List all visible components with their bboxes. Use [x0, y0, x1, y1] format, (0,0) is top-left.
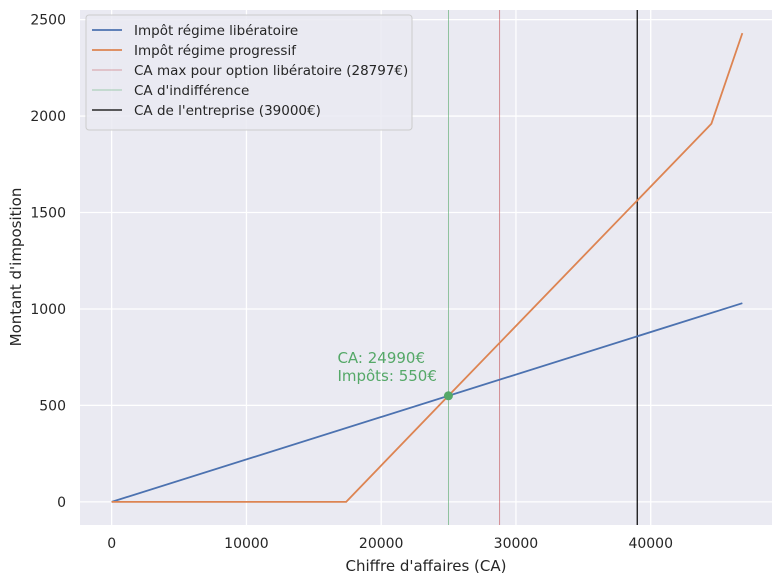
legend-box: [85, 14, 413, 131]
legend-label: Impôt régime progressif: [134, 43, 297, 59]
legend-label: CA de l'entreprise (39000€): [134, 103, 321, 119]
legend-label: CA d'indifférence: [134, 83, 249, 99]
x-tick-label: 40000: [628, 536, 673, 552]
annotation-tax-label: Impôts: 550€: [337, 367, 436, 385]
legend: Impôt régime libératoire Impôt régime pro…: [85, 14, 413, 131]
x-tick-labels: 0 10000 20000 30000 40000: [107, 536, 673, 552]
x-tick-label: 30000: [494, 536, 539, 552]
series-line-0: [111, 302, 743, 503]
y-tick-labels: 0 500 1000 1500 2000 2500: [30, 13, 66, 511]
vertical-lines: [448, 10, 638, 525]
legend-label: CA max pour option libératoire (28797€): [134, 63, 408, 79]
annotation: CA: 24990€ Impôts: 550€: [337, 349, 453, 401]
annotation-ca-label: CA: 24990€: [337, 349, 425, 367]
x-tick-label: 10000: [224, 536, 269, 552]
indifference-point: [443, 391, 453, 401]
y-axis-label: Montant d'imposition: [7, 188, 25, 347]
y-tick-label: 2500: [30, 13, 66, 29]
y-tick-label: 0: [57, 495, 66, 511]
y-tick-label: 1000: [30, 302, 66, 318]
legend-label: Impôt régime libératoire: [134, 23, 298, 39]
x-tick-label: 0: [107, 536, 116, 552]
y-tick-label: 2000: [30, 109, 66, 125]
y-tick-label: 500: [39, 398, 66, 414]
x-axis-label: Chiffre d'affaires (CA): [346, 557, 507, 575]
x-tick-label: 20000: [359, 536, 404, 552]
y-tick-label: 1500: [30, 206, 66, 222]
